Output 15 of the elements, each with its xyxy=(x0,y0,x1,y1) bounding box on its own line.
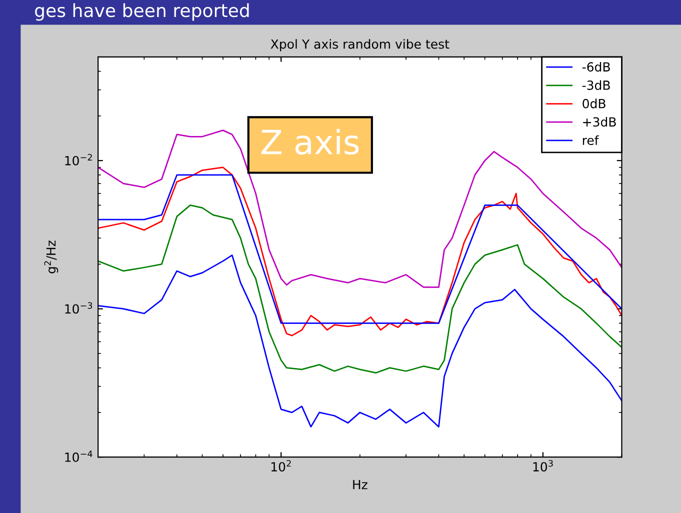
y-tick-label: 10$^{−4}$ xyxy=(65,450,92,462)
y-tick-label: 10$^{−3}$ xyxy=(65,302,92,314)
x-axis-title: Hz xyxy=(353,480,368,490)
text: ges have been reported xyxy=(35,3,249,21)
legend-label: 0dB xyxy=(582,98,606,108)
y-axis-title: g$^{2}$/Hz xyxy=(44,240,58,274)
y-tick-label: 10$^{−2}$ xyxy=(65,154,92,166)
x-tick-label: 10$^{2}$ xyxy=(271,460,291,472)
annotation: Z axis xyxy=(262,128,359,155)
chart-title: Xpol Y axis random vibe test xyxy=(270,39,450,52)
legend-label: ref xyxy=(582,135,599,146)
legend-label: +3dB xyxy=(583,116,616,127)
x-tick-label: 10$^{3}$ xyxy=(533,460,553,472)
legend-label: -3dB xyxy=(582,80,610,90)
legend-label: -6dB xyxy=(582,62,610,72)
